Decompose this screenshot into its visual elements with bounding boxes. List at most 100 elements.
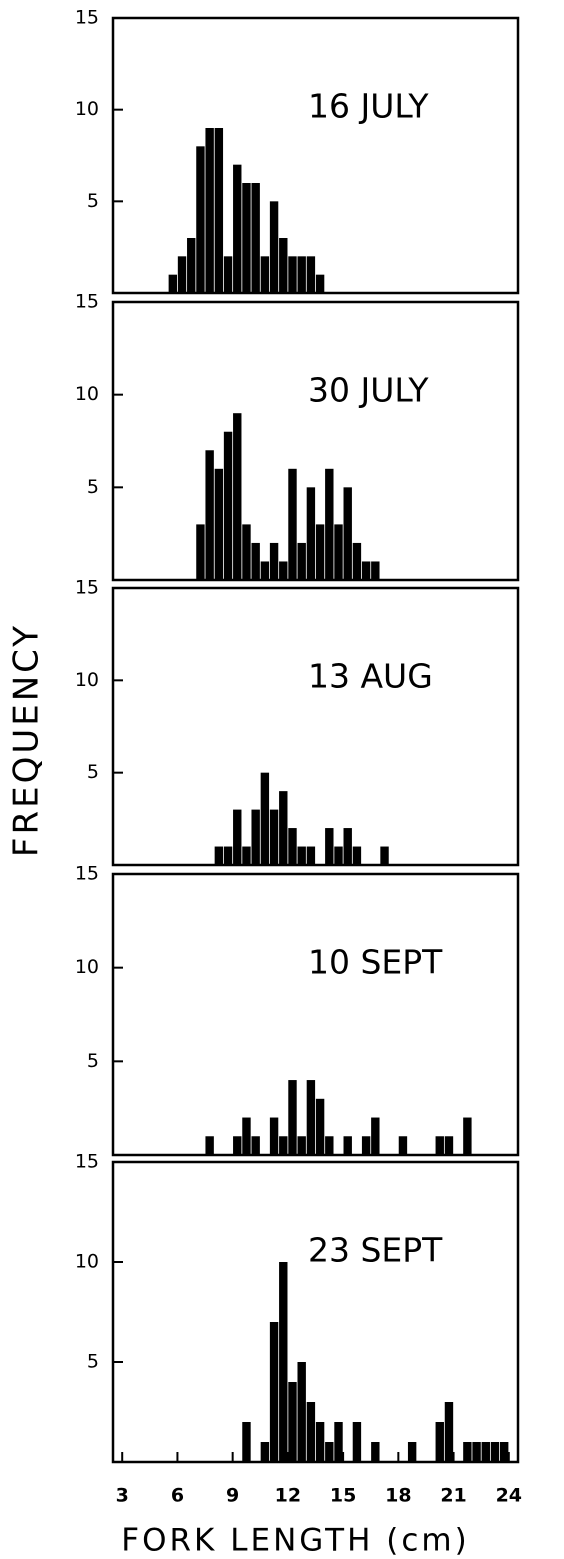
bar <box>288 1080 297 1155</box>
bar <box>223 431 233 580</box>
bar <box>472 1442 481 1462</box>
bar <box>279 1136 288 1155</box>
plot-frame <box>111 300 520 582</box>
bar <box>361 561 371 580</box>
bar <box>279 791 288 865</box>
panel-title: 10 SEPT <box>308 943 443 982</box>
bar <box>306 846 316 865</box>
bar <box>343 1136 352 1155</box>
bar <box>463 1117 472 1155</box>
bar <box>205 128 214 293</box>
bar <box>223 256 233 293</box>
y-tick-label: 5 <box>87 761 99 783</box>
panel-title: 30 JULY <box>308 371 429 410</box>
panel-title: 16 JULY <box>308 87 429 126</box>
bar <box>334 1422 343 1462</box>
x-tick-label: 12 <box>275 1485 301 1507</box>
panel-title: 13 AUG <box>308 657 433 696</box>
bar <box>315 274 325 293</box>
bar <box>407 1442 417 1462</box>
bar <box>288 468 297 580</box>
y-tick-label: 5 <box>87 190 99 212</box>
bar <box>279 561 288 580</box>
bar <box>352 1422 362 1462</box>
x-tick-label: 6 <box>171 1485 184 1507</box>
bar <box>269 1117 279 1155</box>
bar <box>269 201 279 293</box>
bar <box>306 256 316 293</box>
bar <box>297 846 306 865</box>
bar <box>288 828 297 865</box>
bar <box>325 828 334 865</box>
bar <box>260 561 270 580</box>
bar <box>260 1442 270 1462</box>
bar <box>371 561 380 580</box>
bar <box>297 256 306 293</box>
bar <box>251 809 260 865</box>
plot-frame <box>111 872 520 1157</box>
bar <box>251 1136 260 1155</box>
bar <box>306 1080 316 1155</box>
y-tick-label: 10 <box>75 98 99 120</box>
bar <box>343 487 352 580</box>
bar <box>315 1098 325 1155</box>
bar <box>205 1136 214 1155</box>
bar <box>435 1422 444 1462</box>
x-tick-label: 21 <box>440 1485 466 1507</box>
plot-frame <box>111 1160 520 1464</box>
y-tick-label: 5 <box>87 476 99 498</box>
bar <box>260 256 270 293</box>
y-tick-label: 10 <box>75 956 99 978</box>
bar <box>306 1402 316 1462</box>
y-tick-label: 10 <box>75 1251 99 1273</box>
x-tick-label: 3 <box>116 1485 129 1507</box>
bar <box>205 450 214 580</box>
bar <box>251 542 260 580</box>
bar <box>334 846 343 865</box>
bar <box>325 1136 334 1155</box>
bar <box>297 542 306 580</box>
bar <box>260 772 270 865</box>
bar <box>325 1442 334 1462</box>
bar <box>380 846 389 865</box>
plot-frame <box>111 16 520 295</box>
x-tick-label: 15 <box>330 1485 356 1507</box>
y-tick-label: 10 <box>75 383 99 405</box>
bar <box>371 1117 380 1155</box>
bar <box>279 238 288 293</box>
bar <box>233 164 242 293</box>
bar <box>187 238 196 293</box>
bar <box>352 542 362 580</box>
y-tick-label: 15 <box>75 1151 99 1173</box>
bar <box>463 1442 472 1462</box>
bar <box>214 128 224 293</box>
bar <box>196 146 205 293</box>
bar <box>269 542 279 580</box>
bar <box>288 1382 297 1462</box>
bar <box>279 1262 288 1462</box>
bar <box>223 846 233 865</box>
bar <box>444 1136 454 1155</box>
bar <box>269 809 279 865</box>
bar <box>481 1442 490 1462</box>
bar <box>315 524 325 580</box>
bar <box>444 1402 454 1462</box>
x-tick-label: 18 <box>385 1485 411 1507</box>
bar <box>297 1136 306 1155</box>
bar <box>288 256 297 293</box>
bar <box>233 413 242 580</box>
bar <box>334 524 343 580</box>
bar <box>499 1442 509 1462</box>
bar <box>361 1136 371 1155</box>
plot-frame <box>111 586 520 867</box>
x-tick-label: 9 <box>226 1485 239 1507</box>
bar <box>325 468 334 580</box>
bar <box>214 468 224 580</box>
bar <box>251 183 260 293</box>
bar <box>297 1362 306 1462</box>
bar <box>269 1322 279 1462</box>
bar <box>233 1136 242 1155</box>
y-tick-label: 15 <box>75 7 99 29</box>
bar <box>168 274 178 293</box>
bar <box>435 1136 444 1155</box>
